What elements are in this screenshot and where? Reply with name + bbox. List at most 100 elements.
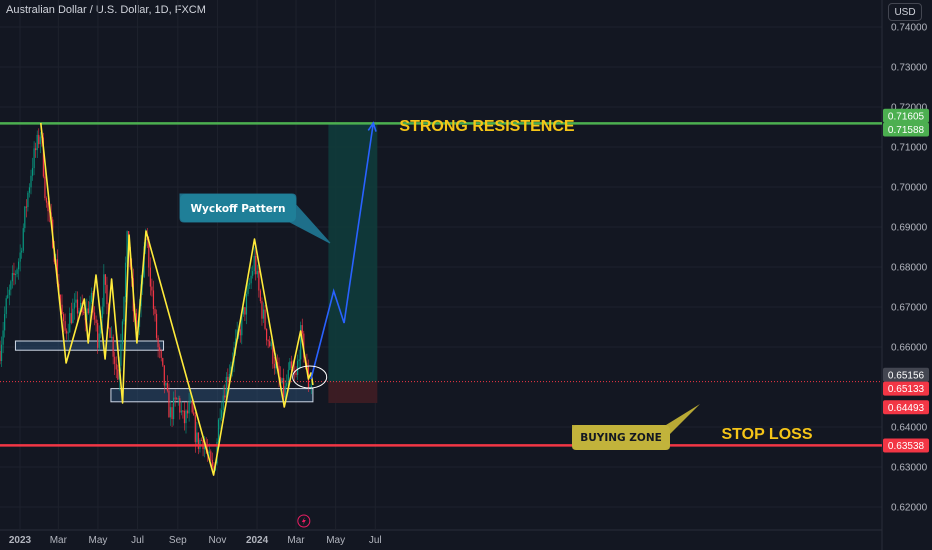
x-tick-label: Sep xyxy=(169,535,187,546)
y-tick-label: 0.71000 xyxy=(891,143,928,154)
candle-body xyxy=(28,187,31,193)
chart-zones xyxy=(14,123,378,403)
candle-body xyxy=(241,314,243,336)
y-tick-label: 0.73000 xyxy=(891,63,928,74)
candle-body xyxy=(89,301,91,314)
price-badge xyxy=(883,367,929,382)
candle-body xyxy=(13,272,15,276)
candle-body xyxy=(191,400,193,413)
currency-button[interactable]: USD xyxy=(888,3,922,21)
candle-body xyxy=(7,294,9,299)
candle-body xyxy=(152,290,155,310)
price-badge-label: 0.71588 xyxy=(888,125,925,136)
symbol-title: Australian Dollar / U.S. Dollar, 1D, FXC… xyxy=(6,4,206,16)
candle-body xyxy=(176,398,178,400)
candle-body xyxy=(78,310,80,314)
candle-body xyxy=(154,309,156,314)
price-axis[interactable]: 0.74000 0.73000 0.72000 0.71000 0.70000 0.690… xyxy=(883,23,929,514)
candle-body xyxy=(266,328,268,341)
candle-body xyxy=(120,344,122,366)
candle-body xyxy=(179,398,181,413)
time-axis[interactable]: 2023 Mar May Jul Sep Nov 2024 Mar May Jul xyxy=(9,535,382,546)
candle-body xyxy=(236,329,238,339)
candle-body xyxy=(261,301,263,319)
candle-body xyxy=(225,376,227,398)
candle-body xyxy=(101,306,103,318)
candle-body xyxy=(117,369,119,380)
projection-path xyxy=(310,122,375,380)
candle-body xyxy=(56,259,58,285)
candle-body xyxy=(204,445,206,450)
candle-body xyxy=(267,340,269,342)
chart-grid xyxy=(0,0,883,550)
candle-body xyxy=(250,275,252,284)
candle-body xyxy=(106,284,108,305)
candle-body xyxy=(0,344,3,361)
candle-body xyxy=(289,361,291,370)
candle-body xyxy=(0,351,1,361)
candle-body xyxy=(194,415,196,443)
y-tick-label: 0.66000 xyxy=(891,343,928,354)
candle-body xyxy=(25,206,27,208)
candle-body xyxy=(97,323,99,348)
candle-body xyxy=(188,401,190,414)
candle-body xyxy=(36,134,38,151)
candle-body xyxy=(2,330,4,345)
candle-body xyxy=(295,372,297,375)
candle-body xyxy=(255,255,257,275)
candle-body xyxy=(66,330,68,334)
y-tick-label: 0.67000 xyxy=(891,303,928,314)
candle-body xyxy=(253,255,255,272)
buying-zone-box xyxy=(572,425,670,450)
candle-body xyxy=(248,283,251,285)
candle-body xyxy=(90,292,93,302)
candle-body xyxy=(210,451,212,460)
candle-body xyxy=(290,361,292,369)
candle-body xyxy=(98,333,100,348)
candle-body xyxy=(297,361,299,375)
candle-body xyxy=(124,262,127,298)
candle-body xyxy=(180,410,182,413)
chart-lines xyxy=(0,121,882,476)
candle-body xyxy=(217,419,220,443)
bolt-icon xyxy=(297,514,311,528)
y-tick-label: 0.70000 xyxy=(891,183,928,194)
candle-body xyxy=(252,271,254,276)
y-tick-label: 0.74000 xyxy=(891,23,928,34)
candle-body xyxy=(174,397,176,399)
candle-body xyxy=(173,397,175,420)
price-badge-label: 0.63538 xyxy=(888,441,925,452)
candle-body xyxy=(190,400,192,402)
candle-body xyxy=(27,192,29,208)
candle-body xyxy=(16,269,18,274)
candle-body xyxy=(73,302,75,309)
candle-body xyxy=(69,313,71,333)
candle-body xyxy=(123,297,125,322)
candle-body xyxy=(259,290,261,302)
candle-body xyxy=(44,176,46,199)
x-tick-label: 2024 xyxy=(246,535,269,546)
candle-body xyxy=(219,417,221,420)
candle-body xyxy=(155,313,158,338)
candle-body xyxy=(262,309,265,319)
candle-body xyxy=(4,314,6,331)
y-tick-label: 0.69000 xyxy=(891,223,928,234)
candle-body xyxy=(183,410,186,424)
candle-body xyxy=(19,252,21,262)
candle-body xyxy=(62,314,65,322)
candle-body xyxy=(197,432,199,449)
candle-body xyxy=(247,284,249,294)
candle-body xyxy=(114,356,116,364)
current-price-ellipse xyxy=(292,365,328,389)
candle-body xyxy=(166,383,168,391)
candle-body xyxy=(87,308,89,314)
candle-body xyxy=(213,466,215,471)
x-tick-label: Jul xyxy=(131,535,144,546)
candle-body xyxy=(272,342,274,364)
y-tick-label: 0.63000 xyxy=(891,463,928,474)
candle-body xyxy=(149,267,151,287)
candle-body xyxy=(121,321,124,345)
wyckoff-callout-box xyxy=(180,194,296,222)
upper-zone xyxy=(14,340,165,351)
